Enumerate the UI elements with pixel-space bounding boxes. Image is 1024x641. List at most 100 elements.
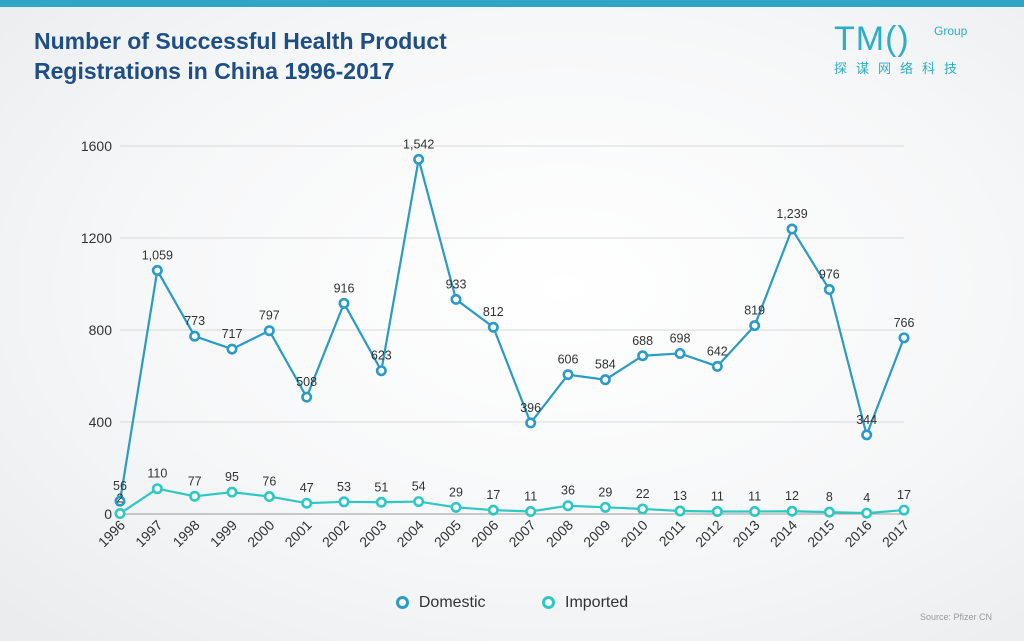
x-tick-label: 1997 [132,517,165,550]
data-label-imported: 29 [449,485,463,499]
data-point-imported [151,483,163,495]
data-label-imported: 36 [561,484,575,498]
data-point-imported [114,508,126,520]
x-tick-label: 1996 [95,517,128,550]
data-label-imported: 11 [711,489,724,503]
y-tick-label: 800 [89,322,113,338]
x-tick-label: 2011 [656,517,689,550]
data-label-domestic: 773 [184,314,205,328]
data-point-domestic [413,153,425,165]
data-point-imported [413,496,425,508]
data-label-domestic: 508 [296,375,317,389]
data-label-imported: 17 [486,488,500,502]
legend-marker-domestic [395,596,409,610]
data-point-imported [226,486,238,498]
data-point-imported [898,504,910,516]
data-label-domestic: 56 [113,479,127,493]
data-label-domestic: 933 [446,277,467,291]
company-logo: TM() Group 探谋网络科技 [834,20,1004,76]
data-point-domestic [151,264,163,276]
data-point-domestic [599,374,611,386]
x-tick-label: 2016 [841,517,874,550]
data-label-domestic: 766 [894,316,915,330]
x-tick-label: 2004 [393,517,426,550]
data-label-imported: 2 [117,492,124,506]
x-tick-label: 2012 [692,517,725,550]
data-label-imported: 8 [826,490,833,504]
source-note: Source: Pfizer CN [919,612,992,622]
x-tick-label: 2000 [244,517,277,550]
y-tick-label: 400 [89,414,113,430]
data-point-domestic [786,223,798,235]
data-point-imported [189,490,201,502]
data-point-domestic [114,495,126,507]
logo-subtitle: 探谋网络科技 [834,61,967,76]
data-label-imported: 95 [225,470,239,484]
data-label-imported: 17 [897,488,911,502]
data-point-imported [786,505,798,517]
y-tick-label: 0 [104,506,112,522]
data-label-imported: 54 [412,480,426,494]
x-tick-label: 2002 [319,517,352,550]
data-label-domestic: 584 [595,358,616,372]
data-point-imported [338,496,350,508]
x-tick-label: 2003 [356,517,389,550]
x-tick-label: 2013 [729,517,762,550]
x-tick-label: 2014 [767,517,800,550]
legend-item-domestic[interactable]: Domestic [395,594,486,612]
data-label-domestic: 1,542 [403,137,434,151]
data-label-domestic: 717 [222,327,243,341]
data-label-domestic: 642 [707,344,728,358]
data-label-domestic: 698 [670,331,691,345]
x-tick-label: 1998 [169,517,202,550]
x-tick-label: 2005 [431,517,464,550]
data-point-domestic [711,360,723,372]
x-tick-label: 1999 [207,517,240,550]
legend-item-imported[interactable]: Imported [542,594,628,612]
data-point-imported [674,505,686,517]
data-point-imported [525,505,537,517]
y-tick-label: 1200 [81,230,112,246]
data-point-imported [301,497,313,509]
data-point-domestic [861,429,873,441]
x-tick-label: 2015 [804,517,837,550]
data-label-imported: 11 [748,489,761,503]
legend-marker-imported [542,596,555,610]
data-point-domestic [189,330,201,342]
data-point-domestic [823,284,835,296]
x-tick-label: 2010 [617,517,650,550]
x-tick-label: 2001 [281,517,314,550]
data-point-imported [375,496,387,508]
data-label-imported: 47 [300,481,314,495]
data-point-imported [711,505,723,517]
data-label-imported: 51 [374,480,388,494]
data-point-imported [749,505,761,517]
x-tick-label: 2006 [468,517,501,550]
data-point-imported [861,507,873,519]
data-point-imported [637,503,649,515]
data-label-domestic: 396 [520,401,541,415]
top-accent-bar [0,0,1024,7]
data-point-imported [599,501,611,513]
data-label-domestic: 623 [371,349,392,363]
data-label-domestic: 819 [744,304,765,318]
data-label-domestic: 812 [483,305,504,319]
data-label-imported: 13 [673,489,687,503]
data-label-imported: 4 [863,491,870,505]
x-tick-label: 2008 [543,517,576,550]
data-label-imported: 22 [636,487,650,501]
logo-group-text: Group [934,24,968,38]
data-label-domestic: 1,059 [142,248,173,262]
data-label-domestic: 688 [632,334,653,348]
data-point-domestic [562,369,574,381]
data-point-domestic [263,325,275,337]
x-tick-label: 2009 [580,517,613,550]
data-label-imported: 29 [598,485,612,499]
data-point-domestic [338,297,350,309]
data-point-domestic [637,350,649,362]
data-point-domestic [487,321,499,333]
legend-label-domestic: Domestic [418,594,486,611]
series-line-domestic [118,159,906,502]
data-point-domestic [674,347,686,359]
y-tick-label: 1600 [81,138,112,154]
